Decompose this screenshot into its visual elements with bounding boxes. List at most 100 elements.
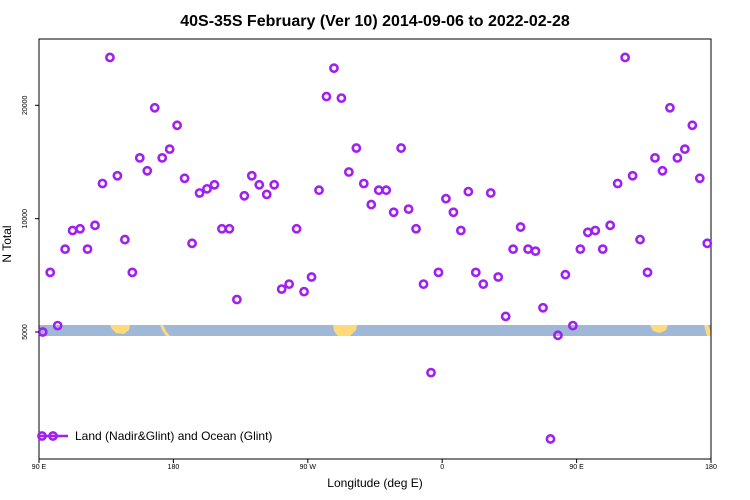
data-point	[433, 267, 444, 278]
x-axis-label: Longitude (deg E)	[327, 476, 422, 490]
data-point	[679, 144, 690, 155]
data-point	[134, 152, 145, 163]
data-point	[179, 173, 190, 184]
data-point	[388, 207, 399, 218]
data-point	[246, 170, 257, 181]
data-point	[687, 120, 698, 131]
y-tick-label: 20000	[22, 95, 29, 115]
data-point	[75, 223, 85, 234]
data-point	[157, 152, 168, 163]
data-point	[441, 193, 451, 204]
land-shape	[650, 325, 668, 333]
data-point	[142, 165, 153, 176]
data-point	[381, 185, 392, 196]
data-point	[358, 178, 369, 189]
data-point	[478, 279, 489, 290]
x-tick-label: 90 W	[300, 464, 317, 471]
data-point	[314, 185, 324, 196]
data-point	[650, 152, 660, 163]
data-point	[508, 244, 519, 255]
data-point	[411, 223, 421, 234]
y-axis: 5000 10000 20000	[22, 95, 39, 340]
data-point	[493, 272, 504, 282]
data-point	[694, 173, 705, 184]
points-layer	[37, 52, 713, 444]
data-point	[105, 52, 115, 63]
data-point	[448, 207, 459, 218]
data-point	[329, 63, 339, 74]
y-tick-label: 5000	[22, 324, 29, 340]
data-point	[455, 225, 466, 236]
data-point	[545, 434, 556, 444]
land-shape	[333, 325, 357, 336]
data-point	[254, 179, 265, 190]
data-point	[523, 244, 533, 255]
legend: Land (Nadir&Glint) and Ocean (Glint)	[37, 429, 272, 443]
x-tick-label: 90 E	[32, 464, 47, 471]
x-tick-label: 90 E	[569, 464, 584, 471]
data-point	[373, 185, 384, 196]
x-tick-label: 0	[440, 464, 444, 471]
data-point	[560, 269, 571, 280]
chart-title: 40S-35S February (Ver 10) 2014-09-06 to …	[180, 13, 570, 30]
data-point	[515, 222, 526, 232]
data-point	[343, 167, 354, 177]
data-point	[172, 120, 183, 131]
legend-marker	[48, 431, 58, 441]
data-point	[224, 223, 235, 234]
data-point	[82, 244, 93, 255]
data-point	[590, 225, 601, 236]
data-point	[575, 244, 586, 255]
data-point	[635, 234, 645, 245]
data-point	[45, 267, 56, 278]
data-point	[321, 91, 332, 102]
data-point	[336, 93, 347, 104]
data-point	[127, 267, 138, 278]
data-point	[612, 178, 623, 189]
data-point	[351, 143, 362, 153]
data-point	[418, 279, 429, 290]
land-shape	[110, 325, 130, 334]
data-point	[426, 367, 436, 378]
data-point	[553, 330, 563, 341]
legend-label: Land (Nadir&Glint) and Ocean (Glint)	[75, 429, 272, 443]
data-point	[702, 238, 713, 249]
data-point	[284, 279, 295, 290]
data-point	[112, 170, 123, 181]
data-point	[605, 220, 616, 231]
data-point	[299, 286, 309, 297]
data-point	[37, 327, 48, 337]
x-tick-label: 180	[168, 464, 180, 471]
plot-frame	[38, 38, 712, 460]
data-point	[597, 244, 608, 255]
data-point	[366, 199, 377, 210]
data-point	[209, 179, 220, 190]
data-point	[567, 320, 578, 331]
data-point	[119, 234, 130, 245]
data-point	[231, 294, 242, 305]
data-point	[149, 102, 160, 113]
data-point	[269, 179, 280, 190]
data-point	[642, 267, 653, 278]
data-point	[485, 188, 496, 198]
data-point	[67, 225, 78, 236]
data-point	[217, 223, 227, 234]
land-shape	[160, 325, 170, 336]
data-point	[90, 220, 100, 231]
data-point	[657, 165, 668, 176]
data-point	[194, 188, 205, 198]
data-point	[276, 284, 287, 295]
data-point	[538, 302, 548, 313]
data-point	[530, 246, 541, 257]
data-point	[306, 272, 317, 282]
y-tick-label: 10000	[22, 209, 29, 229]
data-point	[665, 102, 675, 113]
land-shapes	[110, 325, 711, 336]
data-point	[672, 152, 683, 163]
y-axis-label: N Total	[0, 225, 14, 262]
data-point	[239, 190, 250, 201]
data-point	[261, 189, 272, 200]
data-point	[202, 183, 212, 194]
data-point	[187, 238, 197, 249]
